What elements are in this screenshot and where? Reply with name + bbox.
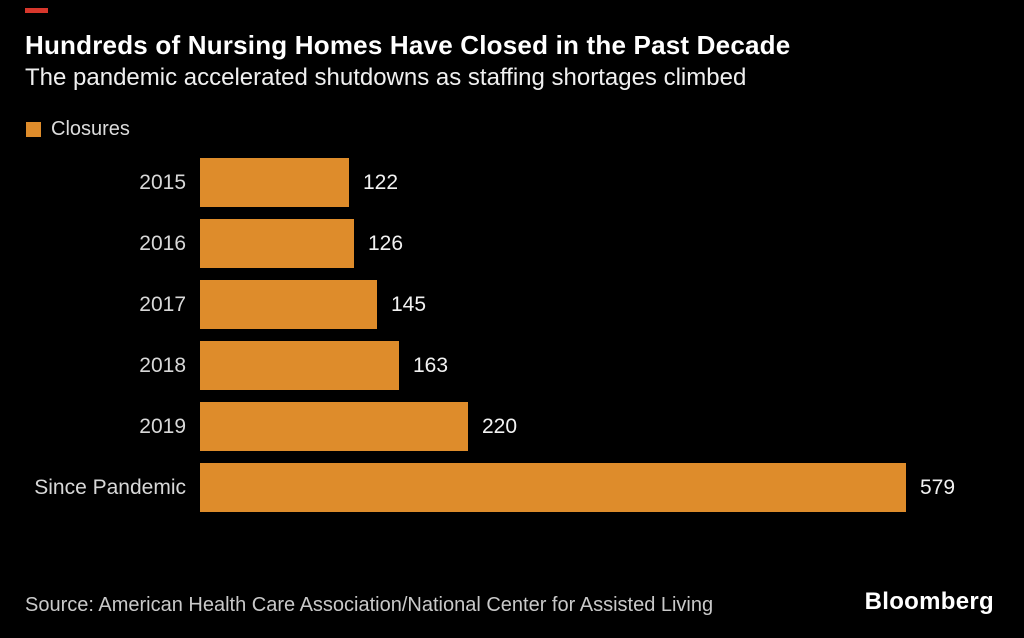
value-label: 163 [413, 353, 449, 377]
chart-row: 2015 122 [0, 152, 1024, 213]
source-text: Source: American Health Care Association… [25, 594, 714, 616]
bar [200, 219, 354, 268]
value-label: 145 [391, 292, 427, 316]
red-accent-mark [25, 8, 48, 13]
chart-row: 2017 145 [0, 274, 1024, 335]
value-label: 220 [482, 414, 518, 438]
chart-row: 2019 220 [0, 396, 1024, 457]
category-label: 2018 [139, 353, 186, 377]
chart-subtitle: The pandemic accelerated shutdowns as st… [25, 64, 747, 91]
bar [200, 158, 349, 207]
chart-row: 2018 163 [0, 335, 1024, 396]
chart-title: Hundreds of Nursing Homes Have Closed in… [25, 30, 791, 60]
legend: Closures [26, 118, 130, 140]
bar [200, 280, 377, 329]
legend-swatch-icon [26, 121, 41, 137]
value-label: 122 [363, 170, 399, 194]
bar-chart: 2015 122 2016 126 2017 145 2018 163 2019 220 Since… [0, 152, 1024, 518]
chart-row: Since Pandemic 579 [0, 457, 1024, 518]
bar [200, 341, 399, 390]
bar [200, 402, 468, 451]
bloomberg-logo: Bloomberg [864, 588, 994, 615]
legend-label: Closures [51, 117, 130, 140]
category-label: Since Pandemic [34, 475, 186, 499]
bar [200, 463, 906, 512]
category-label: 2016 [139, 231, 186, 255]
category-label: 2017 [139, 292, 186, 316]
value-label: 126 [368, 231, 404, 255]
category-label: 2019 [139, 414, 186, 438]
category-label: 2015 [139, 170, 186, 194]
chart-row: 2016 126 [0, 213, 1024, 274]
value-label: 579 [920, 475, 956, 499]
